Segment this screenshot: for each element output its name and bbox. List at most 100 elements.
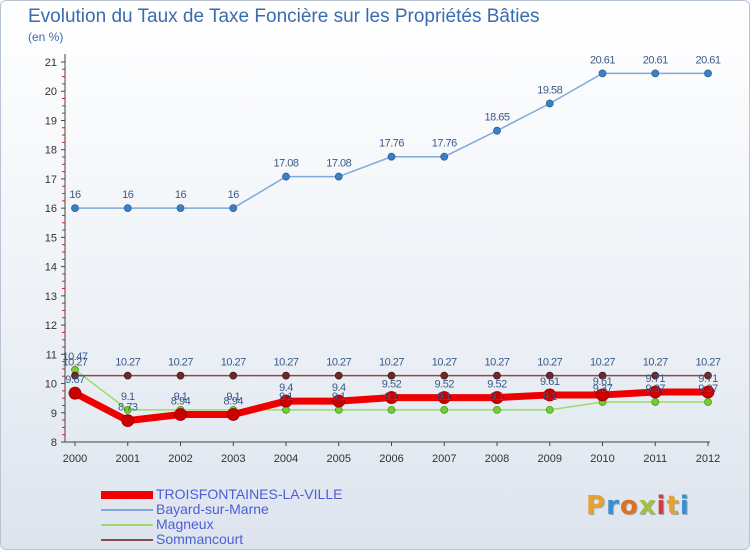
unit-label: (en %): [28, 30, 64, 44]
data-label-sommancourt: 10.27: [695, 357, 720, 369]
data-point-bayard: [704, 69, 712, 78]
y-tick-label: 11: [46, 349, 57, 361]
data-label-magneux: 9.37: [593, 383, 613, 395]
y-tick-label: 13: [45, 291, 57, 303]
data-point-troisfontaines: [701, 385, 715, 399]
x-tick-label: 2008: [485, 453, 509, 465]
data-label-magneux: 9.37: [646, 383, 666, 395]
data-point-sommancourt: [387, 371, 396, 380]
data-point-magneux: [545, 405, 554, 414]
data-point-bayard: [651, 69, 660, 78]
legend-swatch: [101, 509, 153, 511]
data-point-bayard: [229, 204, 238, 213]
data-label-sommancourt: 10.27: [273, 357, 298, 369]
y-tick-label: 15: [45, 232, 57, 244]
x-tick-label: 2010: [590, 453, 614, 465]
data-point-troisfontaines: [490, 391, 504, 404]
data-point-magneux: [651, 398, 660, 406]
x-tick-label: 2009: [538, 453, 562, 465]
data-label-sommancourt: 10.27: [168, 357, 193, 369]
data-point-sommancourt: [651, 371, 660, 380]
legend-label: Magneux: [156, 516, 214, 532]
y-tick-label: 12: [45, 320, 57, 332]
data-label-troisfontaines: 9.61: [593, 376, 613, 388]
legend-swatch: [101, 491, 153, 499]
data-label-sommancourt: 10.27: [484, 357, 509, 369]
data-point-sommancourt: [123, 371, 132, 380]
data-label-magneux: 9.1: [490, 391, 504, 403]
x-tick-label: 2004: [274, 453, 298, 465]
data-label-bayard: 20.61: [695, 54, 720, 66]
data-label-bayard: 20.61: [590, 54, 615, 66]
data-point-bayard: [71, 204, 79, 213]
y-tick-label: 14: [45, 262, 57, 274]
legend-label: TROISFONTAINES-LA-VILLE: [156, 486, 343, 502]
data-label-troisfontaines: 8.94: [171, 396, 191, 408]
x-tick-label: 2000: [63, 453, 87, 465]
data-label-troisfontaines: 9.61: [540, 376, 560, 388]
data-point-troisfontaines: [596, 388, 609, 402]
logo-letter: t: [666, 491, 680, 521]
data-label-sommancourt: 10.27: [221, 357, 246, 369]
data-point-troisfontaines: [226, 408, 240, 421]
logo-letter: i: [656, 491, 667, 521]
data-point-magneux: [387, 405, 396, 414]
data-label-troisfontaines: 9.4: [279, 382, 293, 394]
data-label-sommancourt: 10.27: [537, 357, 562, 369]
data-point-sommancourt: [282, 371, 290, 380]
logo-letter: o: [619, 491, 639, 521]
y-tick-label: 9: [51, 408, 57, 420]
logo-letter: i: [679, 491, 690, 521]
data-label-magneux: 9.37: [698, 383, 718, 395]
y-tick-label: 8: [51, 437, 57, 449]
data-label-magneux: 9.1: [437, 391, 451, 403]
data-label-bayard: 19.58: [537, 85, 562, 97]
data-point-sommancourt: [493, 371, 501, 380]
data-point-sommancourt: [598, 371, 607, 380]
data-point-sommancourt: [71, 371, 79, 380]
x-tick-label: 2011: [643, 453, 667, 465]
data-label-bayard: 18.65: [484, 112, 509, 124]
data-point-sommancourt: [440, 371, 449, 380]
legend-label: Bayard-sur-Marne: [156, 501, 269, 517]
legend-swatch: [101, 524, 153, 526]
data-label-bayard: 16: [122, 189, 134, 201]
data-point-bayard: [493, 126, 501, 135]
x-tick-label: 2012: [696, 453, 720, 465]
data-point-magneux: [704, 398, 712, 406]
data-point-sommancourt: [334, 371, 343, 380]
data-point-magneux: [123, 405, 132, 414]
y-tick-label: 21: [45, 57, 57, 69]
x-tick-label: 2007: [432, 453, 456, 465]
data-label-magneux: 9.1: [121, 391, 135, 403]
chart-title: Evolution du Taux de Taxe Foncière sur l…: [28, 6, 540, 27]
data-point-troisfontaines: [174, 408, 187, 421]
data-label-bayard: 17.76: [379, 138, 404, 150]
data-label-bayard: 17.76: [432, 138, 457, 150]
data-label-sommancourt: 10.27: [115, 357, 140, 369]
y-tick-label: 16: [45, 203, 57, 215]
x-tick-label: 2005: [327, 453, 351, 465]
data-label-troisfontaines: 9.71: [646, 373, 666, 385]
y-tick-label: 18: [45, 145, 57, 157]
data-point-bayard: [334, 172, 343, 181]
data-point-bayard: [440, 152, 449, 161]
data-point-bayard: [176, 204, 185, 213]
logo-letter: P: [586, 491, 607, 521]
data-label-magneux: 9.1: [174, 391, 188, 403]
data-point-troisfontaines: [121, 414, 135, 428]
logo-letter: r: [606, 491, 620, 521]
data-label-troisfontaines: 9.71: [698, 373, 718, 385]
data-point-bayard: [545, 99, 554, 108]
y-tick-label: 10: [45, 379, 57, 391]
data-label-bayard: 16: [175, 189, 187, 201]
legend-swatch: [101, 539, 153, 541]
data-point-sommancourt: [704, 371, 712, 380]
data-label-magneux: 9.1: [279, 391, 293, 403]
x-tick-label: 2006: [379, 453, 403, 465]
data-label-troisfontaines: 9.4: [332, 382, 346, 394]
y-tick-label: 20: [45, 86, 57, 98]
data-point-sommancourt: [229, 371, 238, 380]
